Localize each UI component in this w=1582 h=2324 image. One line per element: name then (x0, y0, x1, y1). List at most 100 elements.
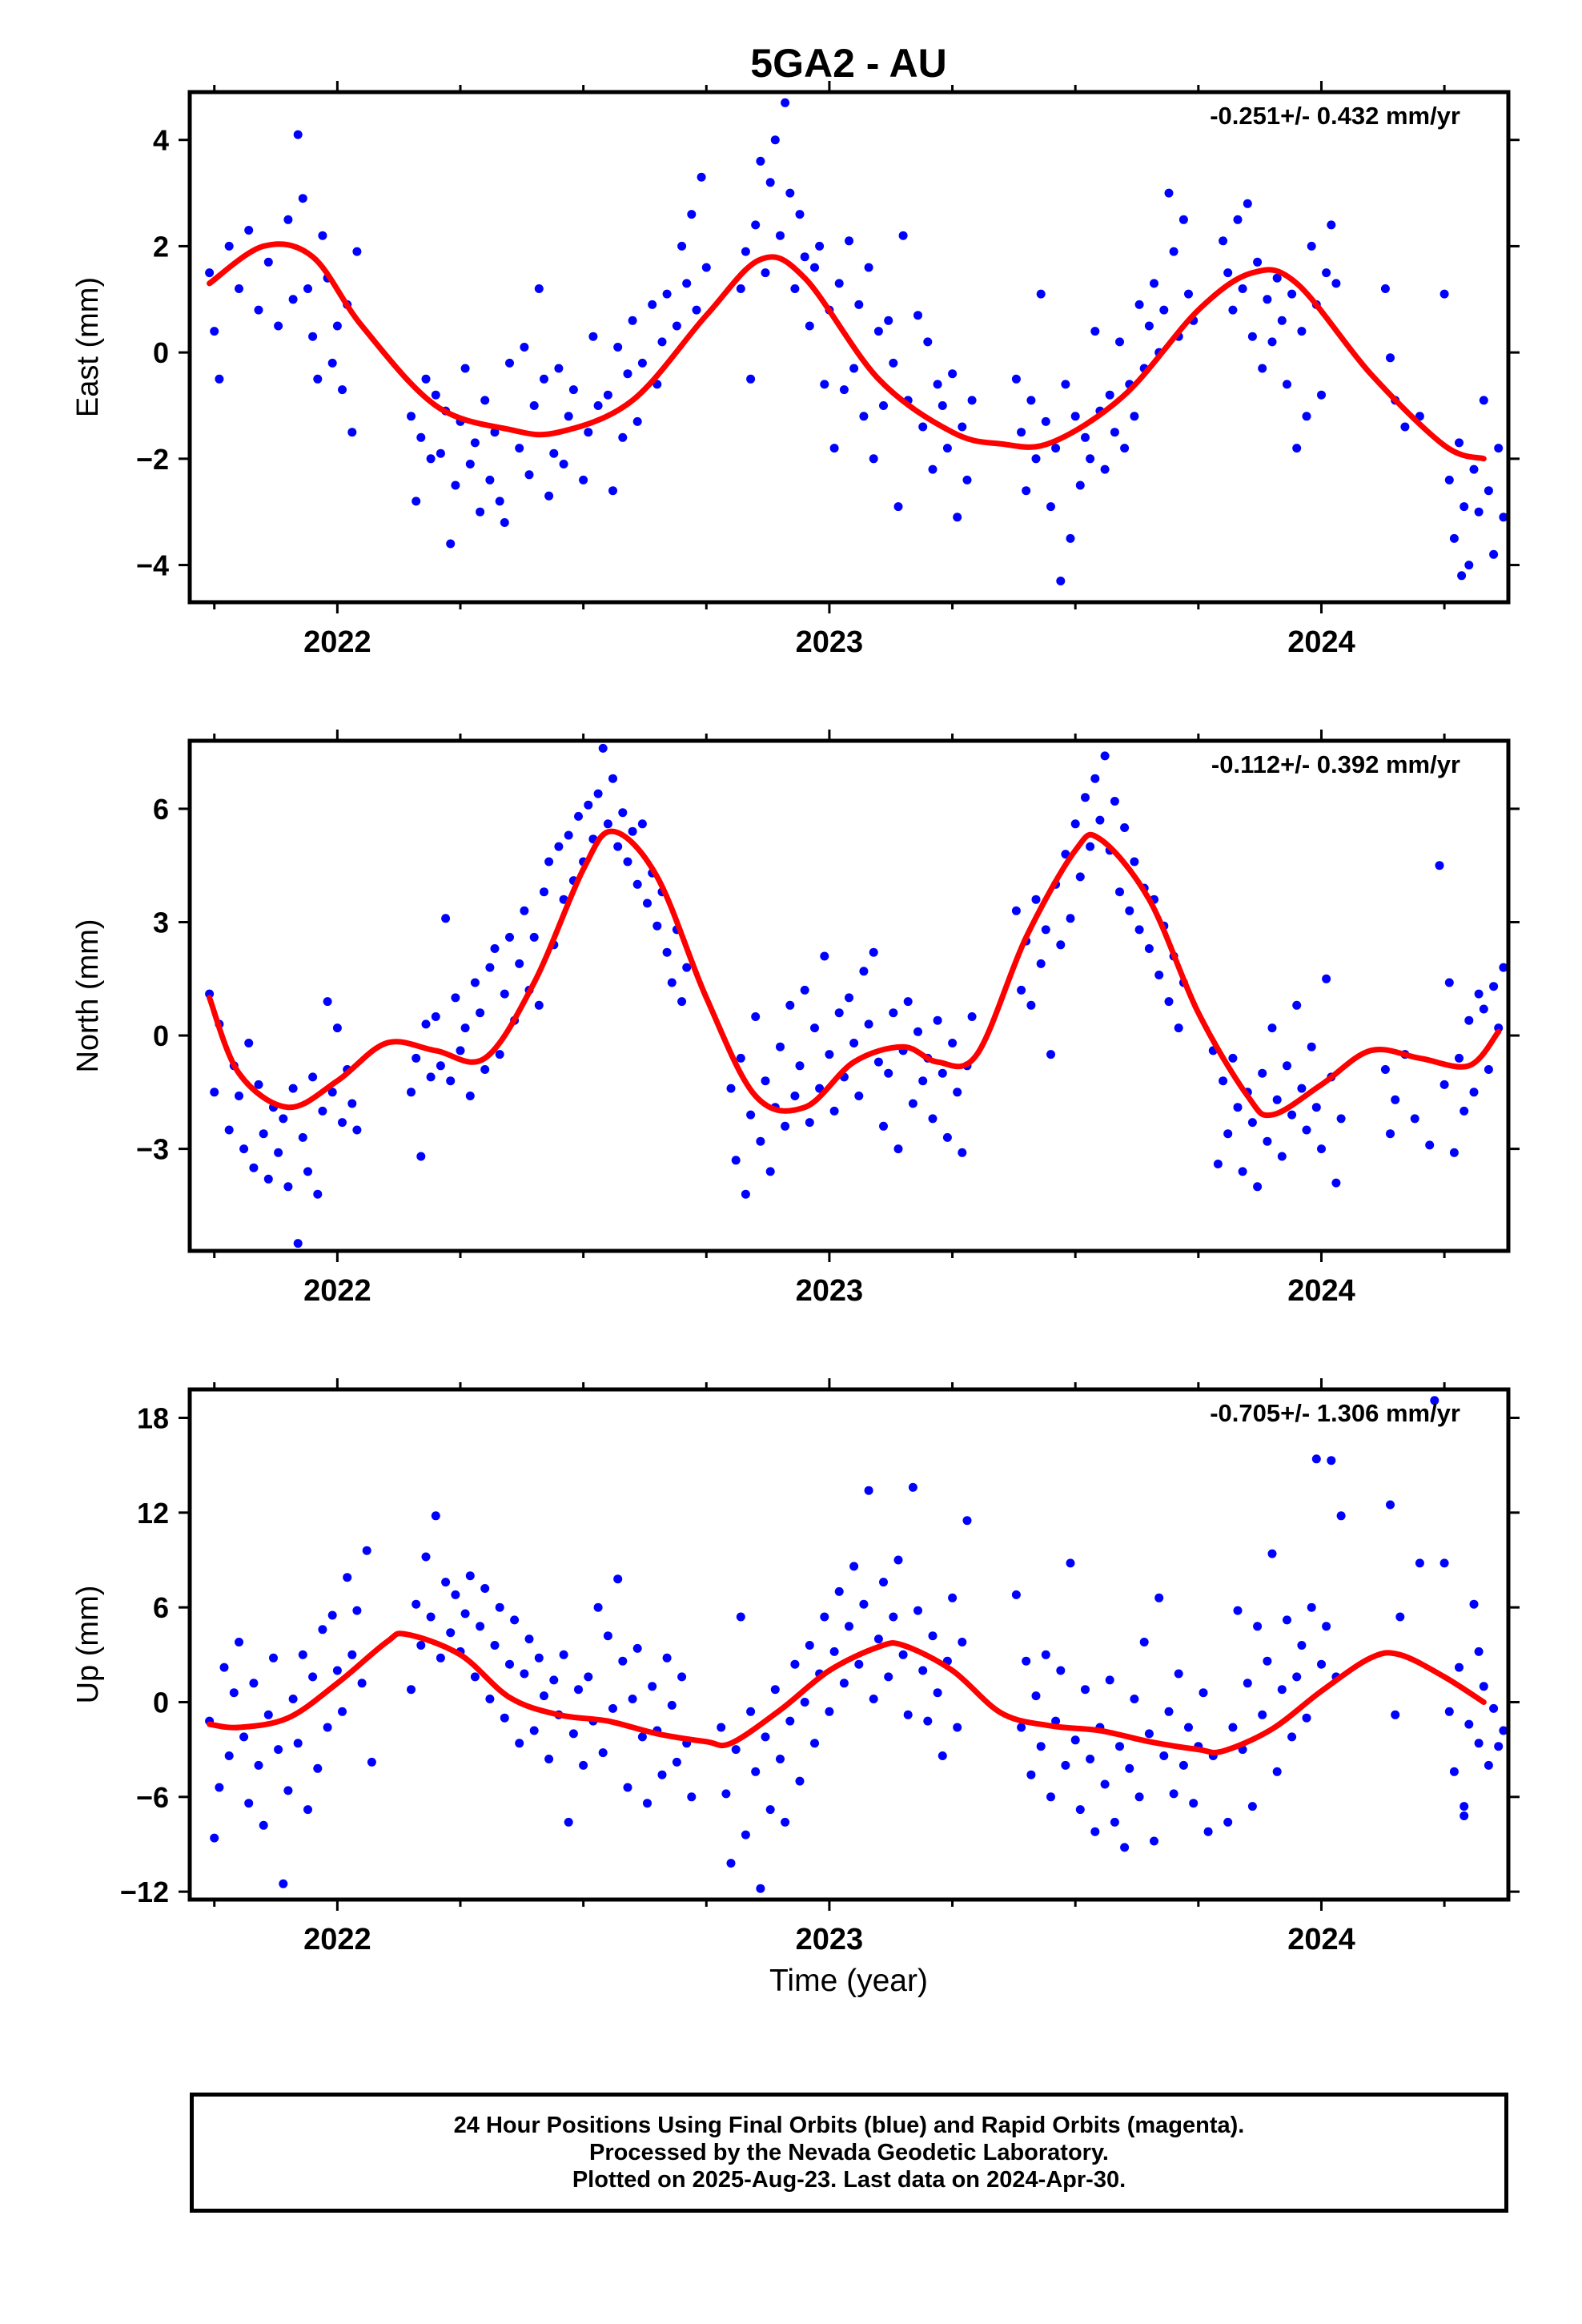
data-point (864, 263, 873, 272)
data-point (903, 1710, 913, 1719)
data-point (958, 422, 967, 432)
data-point (210, 1833, 219, 1843)
data-point (219, 1663, 229, 1672)
data-point (416, 432, 426, 442)
data-point (1174, 1023, 1183, 1033)
data-point (662, 947, 672, 957)
data-point (781, 98, 790, 107)
up-y-axis-title: Up (mm) (71, 1586, 105, 1704)
data-point (1174, 1669, 1183, 1679)
data-point (343, 1573, 352, 1582)
data-point (584, 428, 593, 437)
data-point (524, 1634, 534, 1644)
data-point (318, 231, 327, 240)
data-point (928, 464, 938, 474)
east-plot-frame (187, 90, 1511, 605)
data-point (746, 374, 756, 384)
data-point (632, 1643, 642, 1653)
data-point (776, 1042, 785, 1051)
data-point (805, 321, 814, 331)
data-point (1139, 1638, 1149, 1647)
data-point (726, 1084, 736, 1093)
data-point (416, 1152, 426, 1161)
data-point (1110, 797, 1119, 806)
data-point (1046, 1792, 1055, 1802)
data-point (412, 497, 421, 506)
data-point (367, 1757, 376, 1767)
data-point (303, 1805, 312, 1815)
data-point (1489, 1703, 1499, 1713)
x-tick-label: 2024 (1287, 625, 1355, 659)
data-point (1061, 380, 1070, 389)
data-point (1178, 215, 1188, 224)
data-point (500, 989, 509, 999)
data-point (761, 1076, 770, 1086)
data-point (1464, 1719, 1474, 1729)
data-point (515, 959, 524, 968)
y-tick-label: 2 (153, 230, 169, 263)
east-rate-label: -0.251+/- 0.432 mm/yr (1210, 102, 1460, 130)
data-point (958, 1638, 967, 1647)
data-point (579, 475, 588, 485)
data-point (1070, 412, 1080, 421)
data-point (1022, 486, 1031, 496)
data-point (1184, 289, 1193, 299)
data-point (436, 1061, 445, 1071)
data-point (628, 316, 637, 325)
data-point (751, 220, 761, 230)
data-point (1041, 416, 1050, 426)
data-point (942, 444, 952, 453)
data-point (515, 444, 524, 453)
data-point (903, 997, 913, 1007)
data-point (1469, 1599, 1479, 1609)
data-point (953, 1723, 962, 1732)
data-point (1474, 507, 1484, 517)
data-point (235, 284, 243, 293)
data-point (1081, 793, 1090, 802)
data-point (1425, 1140, 1435, 1150)
data-point (765, 1167, 775, 1176)
data-point (529, 1726, 539, 1735)
data-point (731, 1745, 741, 1755)
data-point (352, 1125, 362, 1135)
data-point (283, 1786, 293, 1795)
data-point (1327, 220, 1336, 230)
data-point (913, 1027, 922, 1036)
data-point (1395, 1612, 1405, 1622)
data-point (244, 1799, 254, 1808)
data-point (1184, 1723, 1193, 1732)
data-point (1154, 971, 1164, 979)
data-point (1297, 327, 1307, 336)
data-point (648, 1682, 657, 1691)
data-point (1469, 464, 1479, 474)
data-point (431, 390, 440, 400)
data-point (254, 1080, 263, 1089)
data-point (781, 1817, 790, 1827)
data-point (785, 188, 795, 198)
data-point (854, 1659, 864, 1669)
data-point (632, 416, 642, 426)
data-point (1134, 1792, 1144, 1802)
data-point (1489, 982, 1499, 991)
data-point (215, 374, 224, 384)
data-point (495, 497, 504, 506)
data-point (1297, 1641, 1307, 1650)
data-point (618, 808, 628, 818)
up-plot-frame (187, 1387, 1511, 1902)
data-point (505, 932, 514, 942)
data-point (288, 1084, 298, 1093)
data-point (687, 1792, 697, 1802)
data-point (598, 1748, 608, 1758)
data-point (1322, 1622, 1331, 1631)
data-point (460, 1023, 470, 1033)
data-point (534, 1653, 544, 1663)
data-point (845, 1622, 853, 1631)
data-point (574, 811, 583, 821)
data-point (873, 1634, 883, 1644)
data-point (751, 1012, 761, 1021)
caption-box: 24 Hour Positions Using Final Orbits (bl… (190, 2093, 1508, 2213)
data-point (1258, 1710, 1267, 1719)
data-point (235, 1638, 243, 1647)
data-point (845, 993, 853, 1003)
data-point (451, 480, 460, 490)
